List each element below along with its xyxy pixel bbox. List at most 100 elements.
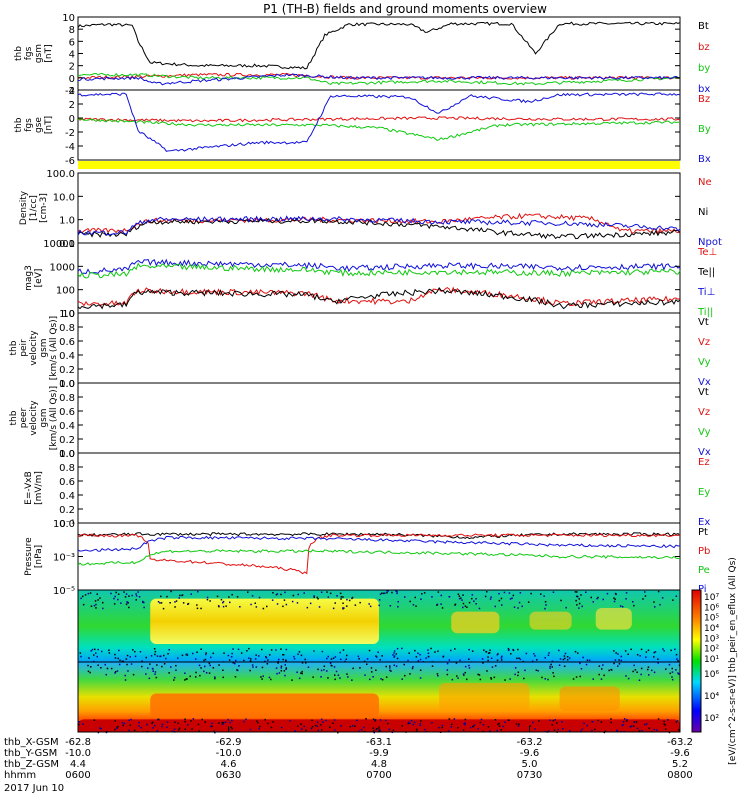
speckle [280, 648, 282, 650]
speckle [230, 726, 232, 728]
series-line-Ti⊥ [77, 258, 681, 275]
series-line-Ti|| [77, 262, 681, 279]
speckle [592, 721, 594, 723]
speckle [321, 729, 323, 731]
speckle [578, 607, 580, 609]
speckle [184, 672, 186, 674]
speckle [486, 670, 488, 672]
speckle [298, 651, 301, 653]
speckle [552, 719, 555, 722]
speckle [519, 658, 522, 661]
speckle [440, 594, 442, 597]
speckle [124, 679, 127, 681]
speckle [204, 721, 206, 723]
y-axis-label: E=-VxB [24, 471, 34, 505]
speckle [192, 718, 195, 720]
speckle [454, 648, 456, 650]
speckle [329, 662, 332, 664]
speckle [334, 656, 337, 658]
x-row-value: -62.8 [65, 737, 91, 748]
speckle [300, 723, 302, 725]
speckle [544, 601, 547, 603]
speckle [461, 599, 463, 601]
speckle [559, 658, 562, 660]
speckle [214, 677, 216, 680]
speckle [293, 655, 295, 658]
speckle [160, 602, 163, 604]
y-axis-label: [mV/m] [34, 471, 44, 505]
y-tick-label: 0.8 [59, 323, 75, 334]
speckle [285, 668, 287, 670]
colorbar-label: [eV/(cm^2-s-sr-eV)] thb_peir_en_eflux (A… [728, 557, 738, 765]
y-tick-label: 1.0 [59, 379, 75, 390]
speckle [431, 722, 433, 724]
speckle [653, 601, 655, 603]
speckle [676, 658, 678, 660]
speckle [447, 730, 450, 732]
speckle [232, 662, 234, 664]
x-row-value: -9.6 [520, 748, 540, 759]
speckle [220, 598, 223, 601]
speckle [451, 723, 453, 726]
speckle [158, 718, 160, 721]
speckle [578, 602, 581, 605]
speckle [212, 652, 214, 655]
speckle [369, 605, 372, 608]
colorbar-tick: 10³ [704, 634, 719, 644]
legend-entry: Ez [698, 457, 710, 468]
speckle [393, 655, 396, 657]
speckle [319, 724, 322, 726]
speckle [110, 667, 113, 670]
speckle [346, 605, 348, 607]
speckle [148, 677, 151, 680]
speckle [320, 718, 323, 721]
speckle [222, 669, 224, 671]
y-axis-label: mag3 [24, 265, 34, 291]
speckle [117, 725, 119, 728]
speckle [129, 656, 131, 658]
speckle [393, 656, 395, 658]
speckle [639, 655, 641, 657]
series-line-Bx [77, 92, 681, 152]
speckle [135, 595, 138, 597]
y-axis-label: thb [9, 340, 19, 355]
speckle [620, 655, 622, 658]
legend-entry: Bz [698, 94, 710, 105]
speckle [296, 671, 298, 673]
speckle [543, 595, 545, 597]
speckle [598, 673, 600, 676]
speckle [493, 676, 496, 679]
speckle [671, 678, 674, 681]
speckle [613, 662, 615, 665]
speckle [262, 675, 264, 677]
speckle [267, 722, 269, 725]
speckle [240, 652, 243, 654]
speckle [425, 657, 427, 659]
speckle [126, 663, 128, 666]
speckle [213, 730, 215, 732]
y-tick-label: 10 [62, 13, 75, 24]
speckle [177, 657, 179, 659]
speckle [554, 719, 556, 721]
speckle [117, 598, 119, 601]
speckle [305, 729, 307, 731]
speckle [458, 597, 461, 600]
speckle [588, 659, 591, 662]
speckle [223, 652, 225, 654]
speckle [356, 719, 358, 722]
speckle [403, 663, 405, 666]
speckle [456, 675, 458, 677]
speckle [312, 676, 314, 678]
speckle [305, 662, 307, 664]
speckle [116, 726, 118, 729]
x-row-value: 4.4 [70, 759, 86, 770]
speckle [378, 604, 380, 607]
speckle [285, 603, 288, 606]
speckle [645, 656, 647, 658]
legend-entry: Pe [698, 565, 710, 576]
speckle [339, 658, 342, 661]
speckle [560, 599, 562, 602]
speckle [247, 591, 249, 593]
speckle [530, 592, 532, 595]
speckle [133, 729, 136, 732]
